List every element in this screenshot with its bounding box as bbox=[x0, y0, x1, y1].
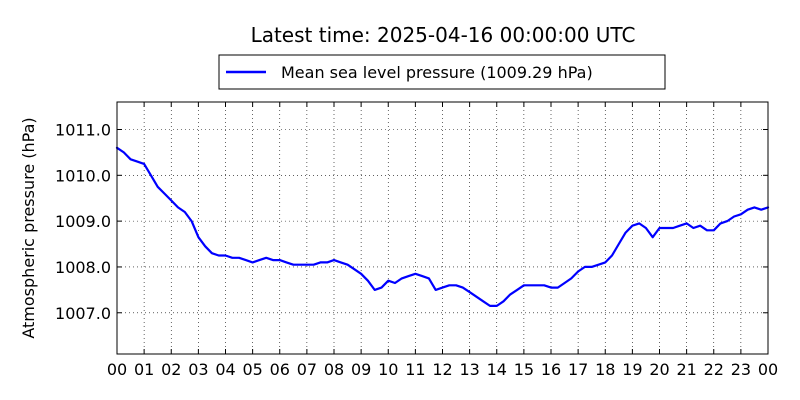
x-tick-label: 13 bbox=[459, 360, 479, 379]
x-tick-label: 07 bbox=[297, 360, 317, 379]
x-tick-label: 10 bbox=[378, 360, 398, 379]
x-tick-label: 17 bbox=[568, 360, 588, 379]
plot-area-frame bbox=[116, 101, 769, 355]
x-tick-label: 12 bbox=[432, 360, 452, 379]
x-tick-label: 00 bbox=[758, 360, 778, 379]
y-tick-label: 1008.0 bbox=[55, 258, 111, 277]
x-tick-label: 21 bbox=[676, 360, 696, 379]
x-tick-label: 23 bbox=[731, 360, 751, 379]
y-tick-label: 1010.0 bbox=[55, 166, 111, 185]
x-tick-label: 02 bbox=[161, 360, 181, 379]
x-tick-label: 09 bbox=[351, 360, 371, 379]
y-tick-label: 1011.0 bbox=[55, 120, 111, 139]
x-tick-label: 14 bbox=[487, 360, 507, 379]
series-line-mslp bbox=[115, 146, 770, 307]
grid bbox=[117, 102, 768, 354]
x-tick-label: 03 bbox=[188, 360, 208, 379]
x-tick-label: 05 bbox=[242, 360, 262, 379]
x-tick-label: 20 bbox=[649, 360, 669, 379]
x-axis-ticks: 00 01 02 03 04 05 06 07 08 09 10 11 12 13 14 15 16 17 18 19… bbox=[107, 102, 778, 379]
y-axis-ticks: 1007.0 1008.0 1009.0 1010.0 1011.0 bbox=[55, 120, 768, 323]
x-tick-label: 00 bbox=[107, 360, 127, 379]
series-layer bbox=[115, 146, 770, 307]
legend-box bbox=[218, 54, 666, 90]
legend-label: Mean sea level pressure (1009.29 hPa) bbox=[281, 63, 593, 82]
x-tick-label: 19 bbox=[622, 360, 642, 379]
x-tick-label: 06 bbox=[270, 360, 290, 379]
y-tick-label: 1007.0 bbox=[55, 304, 111, 323]
x-tick-label: 16 bbox=[541, 360, 561, 379]
x-tick-label: 04 bbox=[215, 360, 235, 379]
y-axis-label: Atmospheric pressure (hPa) bbox=[19, 117, 38, 338]
x-tick-label: 22 bbox=[704, 360, 724, 379]
y-tick-label: 1009.0 bbox=[55, 212, 111, 231]
chart-title: Latest time: 2025-04-16 00:00:00 UTC bbox=[251, 23, 636, 47]
legend: Mean sea level pressure (1009.29 hPa) bbox=[218, 54, 666, 90]
x-tick-label: 08 bbox=[324, 360, 344, 379]
x-tick-label: 15 bbox=[514, 360, 534, 379]
x-tick-label: 11 bbox=[405, 360, 425, 379]
x-tick-label: 18 bbox=[595, 360, 615, 379]
x-tick-label: 01 bbox=[134, 360, 154, 379]
